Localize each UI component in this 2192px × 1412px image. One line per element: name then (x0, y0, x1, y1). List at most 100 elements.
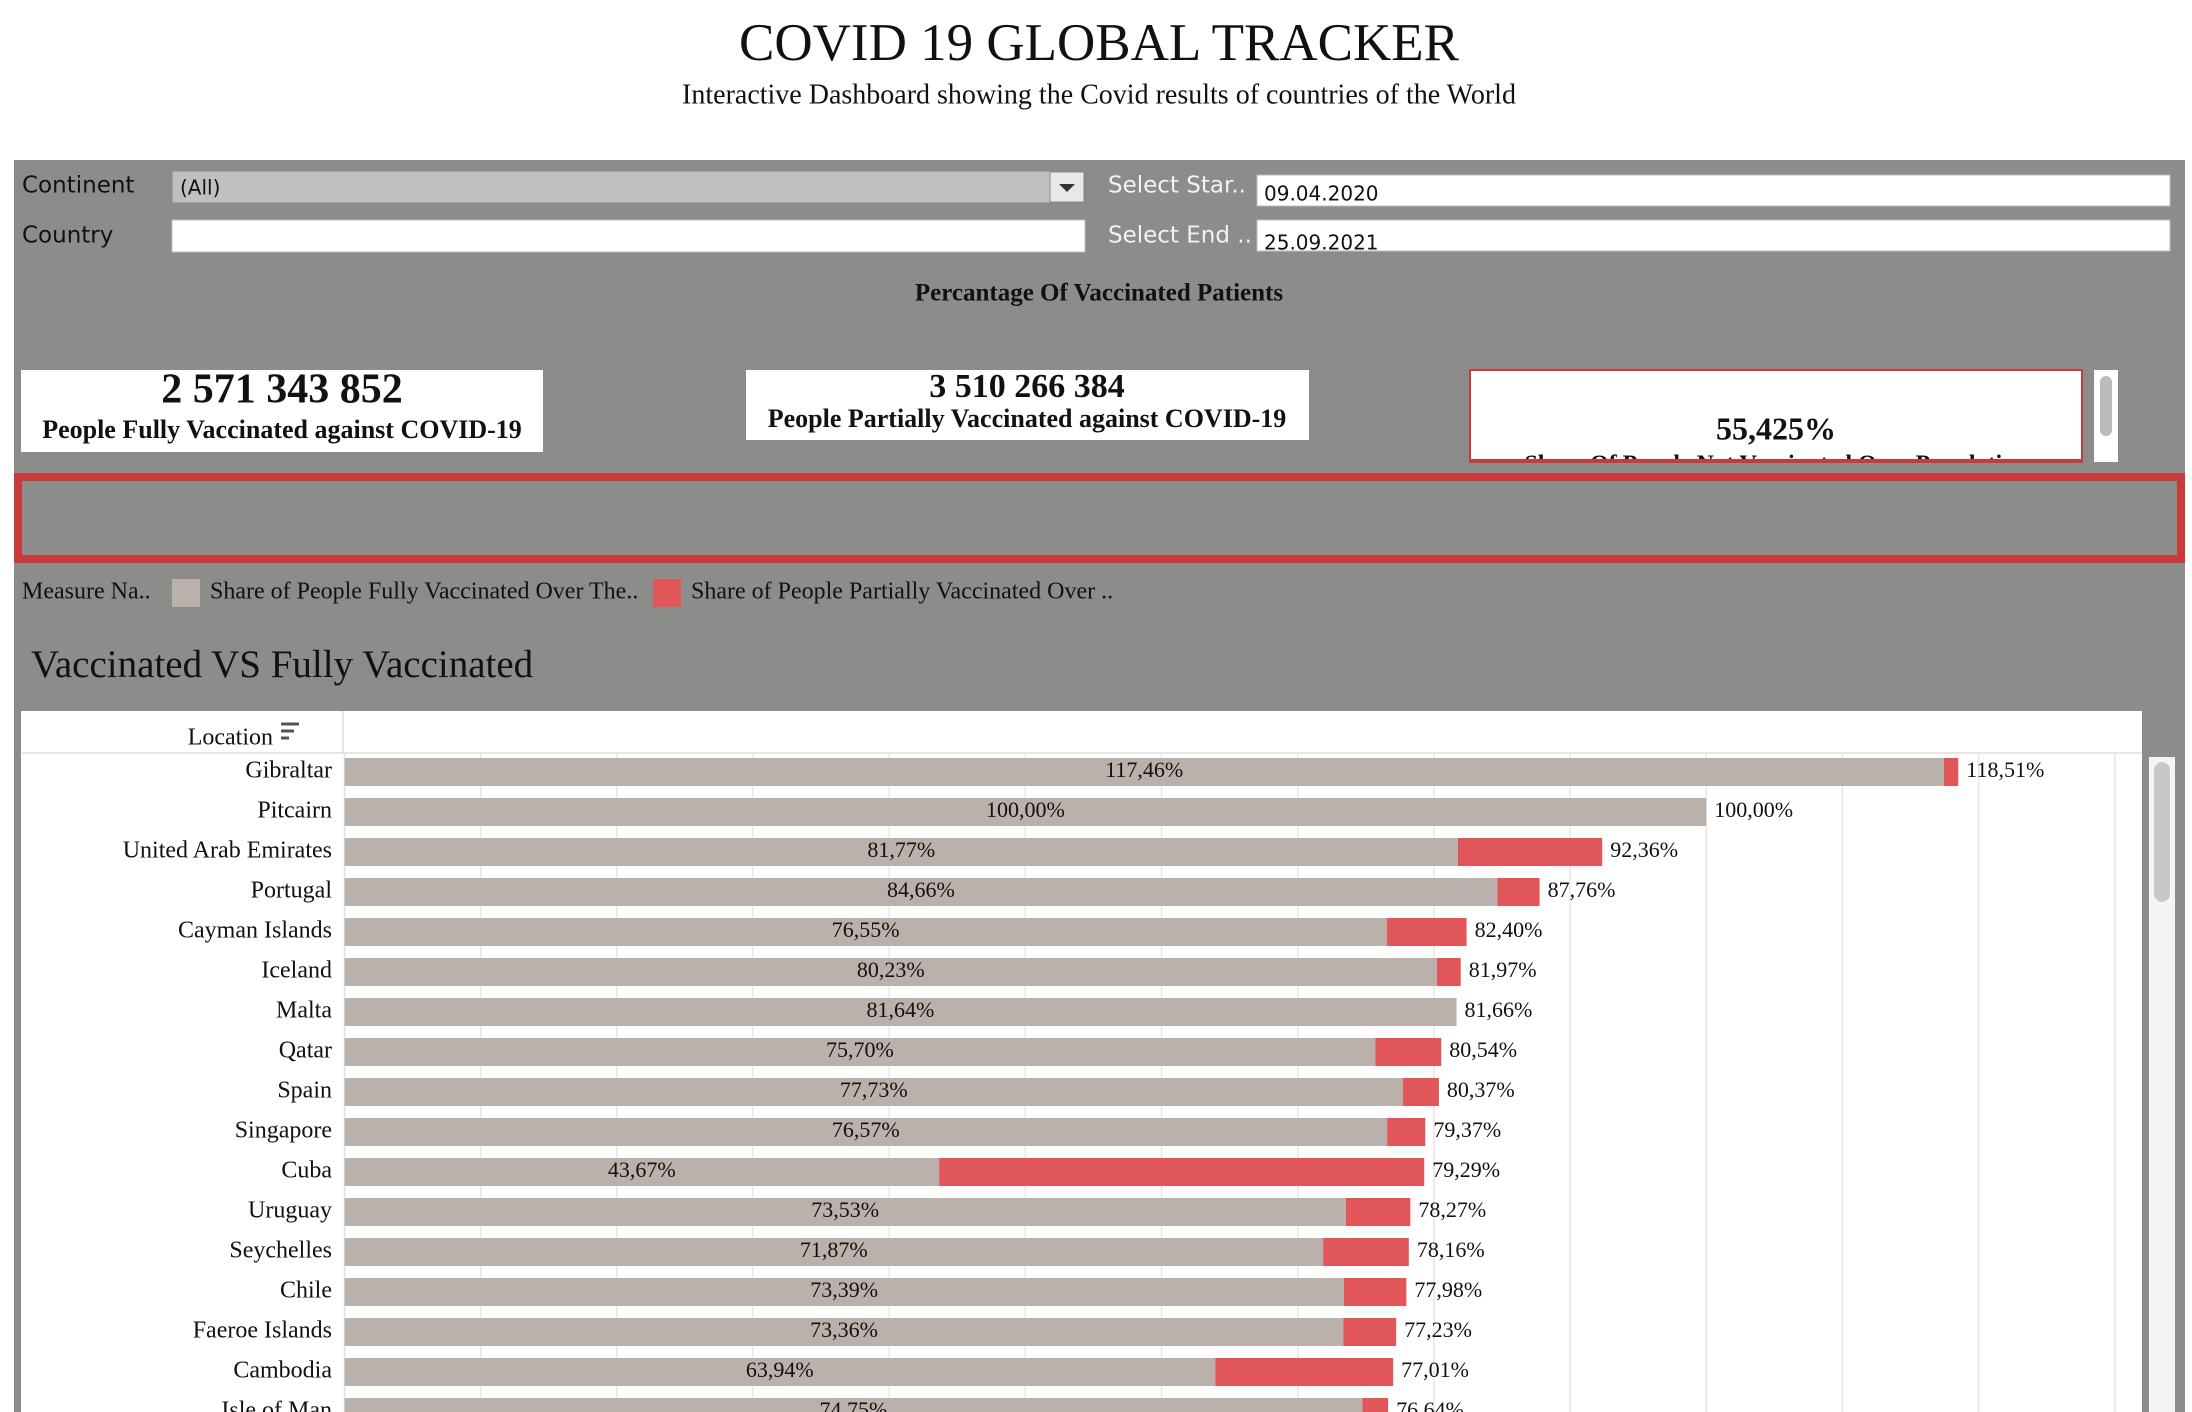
bar-segment (344, 878, 1498, 906)
kpi-value: 2 571 343 852 (161, 367, 403, 413)
category-label: Iceland (261, 958, 332, 984)
kpi-label: People Fully Vaccinated against COVID-19 (42, 415, 522, 444)
bar-segment (1343, 1278, 1407, 1306)
end-date-input[interactable] (1256, 219, 2171, 252)
kpi-card (21, 370, 543, 452)
segment-label: 100,00% (986, 797, 1065, 822)
bar-segment (1457, 838, 1603, 866)
segment-label: 84,66% (887, 877, 955, 902)
category-label: United Arab Emirates (123, 838, 332, 864)
filter-label: Country (22, 223, 113, 249)
segment-label: 73,36% (810, 1317, 878, 1342)
category-label: Uruguay (248, 1198, 332, 1224)
category-label: Cayman Islands (178, 918, 332, 944)
segment-label: 63,94% (746, 1357, 814, 1382)
bar-segment (344, 758, 1945, 786)
segment-label: 74,75% (820, 1397, 888, 1412)
start-date: 09.04.2020 (1264, 182, 1379, 206)
dropdown-value: (All) (180, 176, 220, 200)
segment-label: 71,87% (800, 1237, 868, 1262)
category-label: Chile (280, 1278, 332, 1304)
bar-segment (344, 1118, 1388, 1146)
kpi-label: Share Of People Not Vaccinated Over Popu… (1524, 452, 2027, 478)
category-label: Cambodia (233, 1358, 332, 1384)
bar-segment (344, 1358, 1216, 1386)
subtitle: Interactive Dashboard showing the Covid … (682, 79, 1516, 110)
total-label: 77,98% (1414, 1277, 1482, 1302)
bar-segment (1386, 918, 1467, 946)
total-label: 76,64% (1396, 1397, 1464, 1412)
category-label: Qatar (279, 1038, 332, 1064)
segment-label: 73,53% (811, 1197, 879, 1222)
kpi-clip: 55,425% Share Of People Not Vaccinated O… (1524, 410, 2027, 478)
total-label: 81,66% (1464, 997, 1532, 1022)
bar-segment (344, 1318, 1344, 1346)
total-label: 80,37% (1447, 1077, 1515, 1102)
segment-label: 73,39% (810, 1277, 878, 1302)
bar-segment (344, 1078, 1403, 1106)
category-label: Isle of Man (221, 1398, 332, 1412)
bar-segment (1215, 1358, 1394, 1386)
segment-label: 81,64% (866, 997, 934, 1022)
kpi-value: 3 510 266 384 (929, 368, 1125, 405)
bar-segment (1345, 1198, 1411, 1226)
kpi-border (1470, 459, 2082, 462)
segment-label: 117,46% (1105, 757, 1183, 782)
end-date: 25.09.2021 (1264, 231, 1379, 255)
total-label: 77,23% (1404, 1317, 1472, 1342)
total-label: 79,29% (1432, 1157, 1500, 1182)
column-header: Location (188, 725, 273, 751)
country-input[interactable] (171, 219, 1086, 253)
scroll-thumb[interactable] (2154, 762, 2170, 902)
kpi-value: 55,425% (1716, 410, 1836, 446)
category-label: Malta (276, 998, 332, 1024)
chart-title: Vaccinated VS Fully Vaccinated (31, 643, 534, 686)
category-label: Seychelles (229, 1238, 332, 1264)
total-label: 118,51% (1966, 757, 2044, 782)
filter-label: Continent (22, 173, 134, 199)
bar-segment (344, 838, 1458, 866)
bar-segment (344, 958, 1438, 986)
sort-icon[interactable] (281, 722, 299, 740)
kpi-card (746, 370, 1309, 440)
category-label: Singapore (235, 1118, 332, 1144)
total-label: 77,01% (1401, 1357, 1469, 1382)
category-label: Portugal (251, 878, 333, 904)
bar-segment (344, 1398, 1363, 1412)
scroll-thumb[interactable] (2100, 376, 2112, 436)
category-label: Spain (277, 1078, 332, 1104)
bar-segment (1343, 1318, 1397, 1346)
start-date-input[interactable] (1256, 174, 2171, 207)
segment-label: 77,73% (840, 1077, 908, 1102)
total-label: 82,40% (1475, 917, 1543, 942)
segment-label: 76,55% (832, 917, 900, 942)
bar-segment (1362, 1398, 1389, 1412)
filter-label: Select End .. (1108, 223, 1252, 249)
segment-label: 76,57% (832, 1117, 900, 1142)
segment-label: 80,23% (857, 957, 925, 982)
dropdown-arrow (1059, 184, 1075, 192)
bar-segment (1323, 1238, 1409, 1266)
category-label: Gibraltar (245, 758, 332, 784)
legend-swatch (172, 579, 200, 607)
continent-dropdown[interactable] (171, 170, 1086, 204)
bar-segment (344, 1158, 940, 1186)
legend-title: Measure Na.. (22, 579, 151, 605)
bar-segment (1387, 1118, 1426, 1146)
bar-segment (344, 1198, 1346, 1226)
bar-segment (1437, 958, 1461, 986)
total-label: 80,54% (1449, 1037, 1517, 1062)
bar-segment (939, 1158, 1425, 1186)
bar-segment (1944, 758, 1959, 786)
title: COVID 19 GLOBAL TRACKER (739, 14, 1460, 72)
bar-segment (344, 998, 1457, 1026)
bar-segment (344, 1278, 1344, 1306)
total-label: 87,76% (1548, 877, 1616, 902)
total-label: 78,27% (1418, 1197, 1486, 1222)
bar-segment (344, 798, 1707, 826)
section-title: Percantage Of Vaccinated Patients (915, 280, 1283, 307)
category-label: Faeroe Islands (193, 1318, 332, 1344)
bar-segment (344, 918, 1387, 946)
bar-segment (1375, 1038, 1442, 1066)
